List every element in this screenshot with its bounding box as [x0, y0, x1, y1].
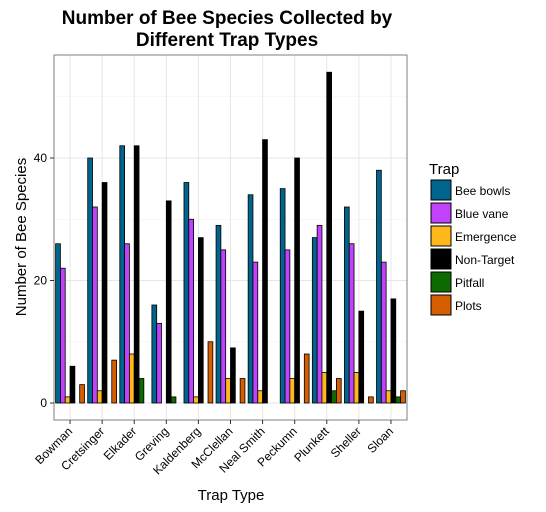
- y-tick-label: 20: [34, 274, 48, 288]
- legend-key-non-target: [431, 249, 451, 269]
- bar-plots-mcclellan: [240, 379, 245, 404]
- bar-plots-plunkett: [336, 379, 341, 404]
- legend-label-blue-vane: Blue vane: [455, 207, 509, 221]
- y-tick-label: 40: [34, 151, 48, 165]
- y-tick-label: 0: [40, 396, 47, 410]
- legend-label-non-target: Non-Target: [455, 253, 515, 267]
- bar-bee-bowls-sheller: [344, 207, 349, 403]
- legend-title: Trap: [429, 161, 459, 178]
- bar-plots-cretsinger: [112, 360, 117, 403]
- y-axis: 0 20 40: [34, 151, 54, 410]
- legend-label-bee-bowls: Bee bowls: [455, 184, 510, 198]
- bar-plots-kaldenberg: [208, 342, 213, 403]
- legend-key-plots: [431, 295, 451, 315]
- x-tick-label: Sheller: [328, 424, 364, 460]
- x-axis: BowmanCretsingerElkaderGrevingKaldenberg…: [32, 420, 396, 478]
- bar-blue-vane-kaldenberg: [189, 219, 194, 403]
- bar-blue-vane-sloan: [381, 262, 386, 403]
- bar-bee-bowls-plunkett: [312, 238, 317, 403]
- bar-blue-vane-sheller: [349, 244, 354, 403]
- bar-plots-peckumn: [304, 354, 309, 403]
- bar-pitfall-greving: [171, 397, 176, 403]
- bar-blue-vane-elkader: [125, 244, 130, 403]
- x-tick-label: Elkader: [101, 424, 140, 463]
- x-tick-label: Plunkett: [291, 424, 332, 465]
- bar-bee-bowls-kaldenberg: [184, 183, 189, 404]
- bar-emergence-plunkett: [322, 372, 327, 403]
- bar-emergence-cretsinger: [97, 391, 102, 403]
- bar-non-target-elkader: [134, 146, 139, 403]
- legend-key-emergence: [431, 226, 451, 246]
- legend-label-plots: Plots: [455, 299, 482, 313]
- x-axis-title: Trap Type: [198, 487, 265, 504]
- bar-blue-vane-cretsinger: [93, 207, 98, 403]
- bar-non-target-bowman: [70, 366, 75, 403]
- bar-blue-vane-greving: [157, 323, 162, 403]
- bar-emergence-mcclellan: [226, 379, 231, 404]
- legend-key-blue-vane: [431, 203, 451, 223]
- chart-title-line-1: Number of Bee Species Collected by: [62, 8, 393, 29]
- bar-pitfall-sloan: [396, 397, 401, 403]
- bar-bee-bowls-neal-smith: [248, 195, 253, 403]
- bar-non-target-greving: [166, 201, 171, 403]
- bar-blue-vane-mcclellan: [221, 250, 226, 403]
- bar-blue-vane-plunkett: [317, 225, 322, 403]
- legend-key-pitfall: [431, 272, 451, 292]
- bar-non-target-sheller: [359, 311, 364, 403]
- bar-blue-vane-bowman: [60, 268, 65, 403]
- y-axis-title: Number of Bee Species: [13, 158, 30, 316]
- bar-pitfall-elkader: [139, 379, 144, 404]
- legend-key-bee-bowls: [431, 180, 451, 200]
- bar-non-target-mcclellan: [231, 348, 236, 403]
- bar-non-target-plunkett: [327, 72, 332, 403]
- bar-pitfall-plunkett: [332, 391, 337, 403]
- bar-emergence-neal-smith: [258, 391, 263, 403]
- bar-blue-vane-neal-smith: [253, 262, 258, 403]
- bar-bee-bowls-cretsinger: [88, 158, 93, 403]
- bar-emergence-peckumn: [290, 379, 295, 404]
- bar-plots-bowman: [80, 385, 85, 403]
- legend-label-pitfall: Pitfall: [455, 276, 484, 290]
- bar-plots-sloan: [401, 391, 406, 403]
- bar-blue-vane-peckumn: [285, 250, 290, 403]
- bar-non-target-cretsinger: [102, 183, 107, 404]
- bar-non-target-peckumn: [295, 158, 300, 403]
- bar-emergence-sheller: [354, 372, 359, 403]
- bar-plots-sheller: [368, 397, 373, 403]
- legend: Trap Bee bowls Blue vane Emergence Non-Targ…: [429, 161, 517, 315]
- bar-non-target-kaldenberg: [198, 238, 203, 403]
- chart-title-line-2: Different Trap Types: [136, 30, 318, 51]
- bar-emergence-bowman: [65, 397, 70, 403]
- bar-bee-bowls-elkader: [120, 146, 125, 403]
- bar-bee-bowls-sloan: [377, 170, 382, 403]
- bar-emergence-kaldenberg: [194, 397, 199, 403]
- bar-bee-bowls-peckumn: [280, 189, 285, 403]
- legend-label-emergence: Emergence: [455, 230, 517, 244]
- bar-bee-bowls-greving: [152, 305, 157, 403]
- bar-emergence-sloan: [386, 391, 391, 403]
- x-tick-label: Sloan: [364, 424, 396, 456]
- bar-bee-bowls-mcclellan: [216, 225, 221, 403]
- bar-non-target-neal-smith: [263, 140, 268, 403]
- bar-non-target-sloan: [391, 299, 396, 403]
- bar-emergence-elkader: [129, 354, 134, 403]
- bar-bee-bowls-bowman: [56, 244, 61, 403]
